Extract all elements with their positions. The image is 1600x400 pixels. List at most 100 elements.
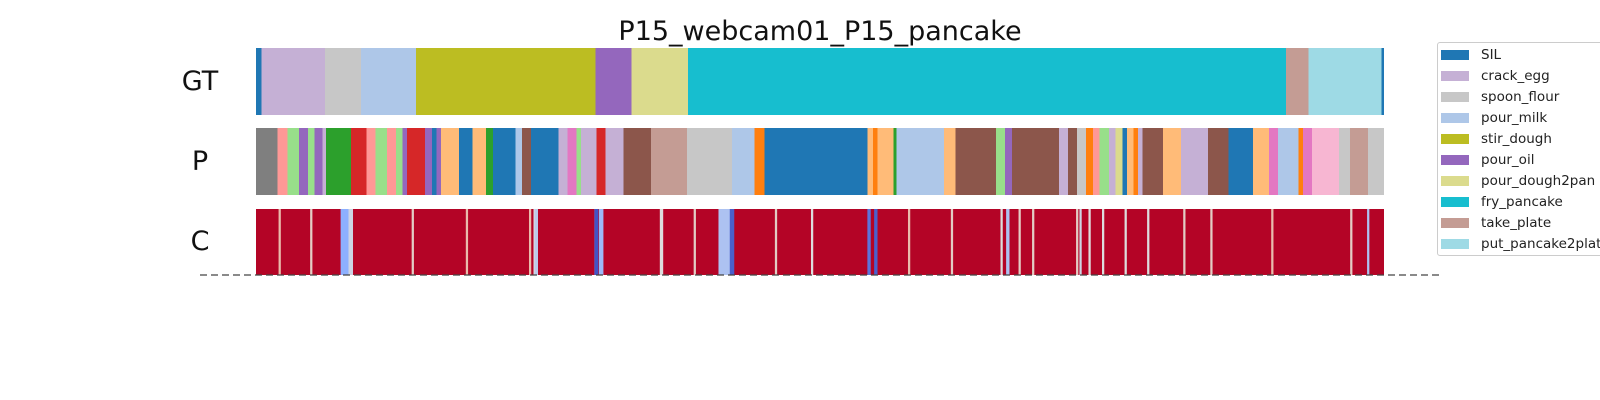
confidence-dip-29 — [1102, 209, 1105, 275]
pred-segment-4 — [307, 128, 315, 195]
pred-segment-57 — [1126, 128, 1134, 195]
gt-segment-5 — [595, 48, 632, 115]
pred-segment-29 — [580, 128, 597, 195]
confidence-dip-34 — [1271, 209, 1274, 275]
chart-title: P15_webcam01_P15_pancake — [618, 16, 1021, 47]
pred-segment-47 — [1011, 128, 1060, 195]
legend-item-pour-milk: pour_milk — [1438, 109, 1600, 127]
pred-segment-26 — [558, 128, 568, 195]
confidence-dip-23 — [1006, 209, 1010, 275]
legend-swatch — [1441, 239, 1469, 249]
pred-segment-10 — [375, 128, 387, 195]
confidence-dip-25 — [1032, 209, 1035, 275]
confidence-dip-4 — [411, 209, 414, 275]
legend-label: pour_milk — [1481, 110, 1548, 126]
legend-swatch — [1441, 176, 1469, 186]
legend-item-spoon-flour: spoon_flour — [1438, 88, 1600, 106]
legend-swatch — [1441, 71, 1469, 81]
pred-segment-45 — [995, 128, 1005, 195]
gt-segment-9 — [1308, 48, 1382, 115]
confidence-dip-3 — [348, 209, 354, 275]
pred-segment-31 — [605, 128, 624, 195]
pred-segment-66 — [1268, 128, 1278, 195]
legend-item-pour-dough2pan: pour_dough2pan — [1438, 172, 1600, 190]
confidence-dip-12 — [659, 209, 664, 275]
pred-segment-54 — [1108, 128, 1116, 195]
legend-item-stir-dough: stir_dough — [1438, 130, 1600, 148]
pred-segment-59 — [1138, 128, 1143, 195]
pred-segment-11 — [386, 128, 396, 195]
row-label-c: C — [191, 226, 210, 257]
pred-segment-72 — [1350, 128, 1369, 195]
confidence-dip-16 — [774, 209, 778, 275]
confidence-dip-2 — [340, 209, 351, 275]
pred-segment-20 — [472, 128, 487, 195]
pred-segment-69 — [1302, 128, 1312, 195]
confidence-dip-24 — [1018, 209, 1021, 275]
confidence-dip-28 — [1088, 209, 1091, 275]
pred-segment-52 — [1092, 128, 1100, 195]
pred-segment-49 — [1068, 128, 1078, 195]
legend-item-fry-pancake: fry_pancake — [1438, 193, 1600, 211]
confidence-dip-10 — [598, 209, 604, 275]
pred-segment-73 — [1368, 128, 1384, 195]
pred-segment-53 — [1099, 128, 1109, 195]
pred-segment-30 — [596, 128, 606, 195]
gt-segment-2 — [324, 48, 361, 115]
pred-segment-44 — [955, 128, 996, 195]
pred-segment-2 — [287, 128, 299, 195]
pred-segment-13 — [402, 128, 408, 195]
legend-label: spoon_flour — [1481, 89, 1560, 105]
legend-swatch — [1441, 113, 1469, 123]
legend-swatch — [1441, 134, 1469, 144]
confidence-row — [256, 209, 1384, 275]
pred-segment-12 — [395, 128, 403, 195]
pred-segment-40 — [877, 128, 894, 195]
pred-segment-27 — [567, 128, 577, 195]
legend-swatch — [1441, 92, 1469, 102]
confidence-dip-18 — [867, 209, 871, 275]
pred-segment-6 — [322, 128, 326, 195]
confidence-dip-0 — [278, 209, 281, 275]
pred-segment-71 — [1338, 128, 1351, 195]
gt-segment-7 — [688, 48, 1286, 115]
pred-segment-43 — [944, 128, 956, 195]
confidence-dip-17 — [810, 209, 814, 275]
pred-segment-32 — [623, 128, 651, 195]
pred-segment-25 — [531, 128, 559, 195]
pred-segment-50 — [1077, 128, 1087, 195]
pred-segment-58 — [1133, 128, 1139, 195]
pred-segment-17 — [436, 128, 441, 195]
confidence-base — [256, 209, 1384, 275]
legend-label: take_plate — [1481, 215, 1552, 231]
pred-segment-68 — [1298, 128, 1303, 195]
legend-item-SIL: SIL — [1438, 46, 1600, 64]
pred-segment-48 — [1059, 128, 1069, 195]
pred-segment-14 — [407, 128, 426, 195]
legend-label: crack_egg — [1481, 68, 1550, 84]
pred-segment-70 — [1311, 128, 1339, 195]
pred-segment-35 — [732, 128, 755, 195]
confidence-dip-27 — [1079, 209, 1082, 275]
legend-label: pour_dough2pan — [1481, 173, 1596, 189]
pred-segment-24 — [522, 128, 532, 195]
confidence-dip-36 — [1367, 209, 1370, 275]
pred-segment-34 — [686, 128, 733, 195]
gt-segment-6 — [631, 48, 689, 115]
gt-segment-8 — [1285, 48, 1309, 115]
pred-segment-46 — [1004, 128, 1012, 195]
pred-segment-62 — [1180, 128, 1209, 195]
confidence-dip-31 — [1147, 209, 1150, 275]
confidence-dip-11 — [594, 209, 599, 275]
confidence-dip-20 — [907, 209, 911, 275]
legend-item-crack-egg: crack_egg — [1438, 67, 1600, 85]
pred-segment-16 — [431, 128, 437, 195]
pred-segment-65 — [1253, 128, 1269, 195]
legend-swatch — [1441, 218, 1469, 228]
pred-segment-38 — [867, 128, 874, 195]
row-label-p: P — [192, 146, 208, 177]
confidence-dip-13 — [693, 209, 696, 275]
pred-segment-15 — [425, 128, 432, 195]
pred-segment-33 — [650, 128, 687, 195]
gt-segment-0 — [256, 48, 262, 115]
